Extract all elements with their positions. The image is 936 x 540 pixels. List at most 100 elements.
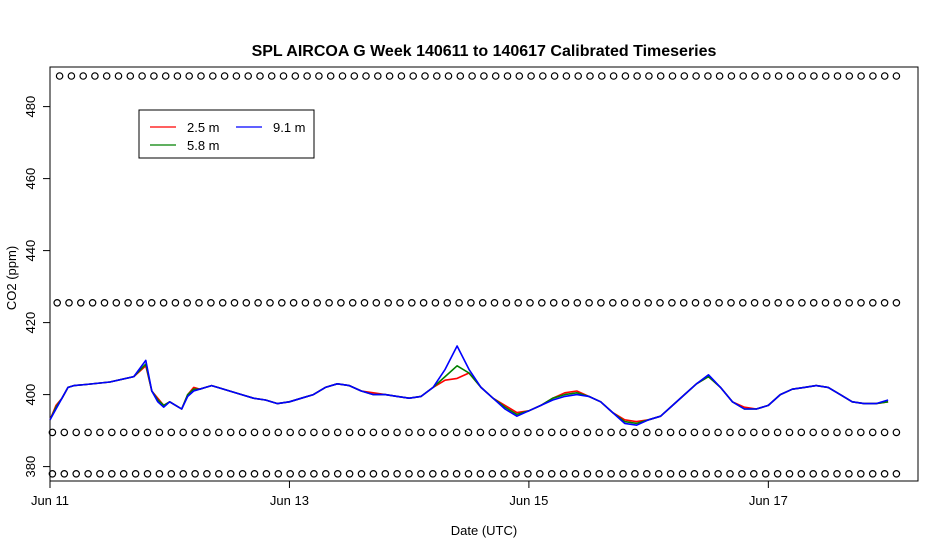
- marker-point: [150, 72, 158, 80]
- marker-point: [350, 72, 359, 80]
- marker-point: [892, 469, 901, 478]
- marker-point: [609, 72, 618, 80]
- marker-point: [597, 298, 605, 307]
- marker-point: [549, 298, 558, 307]
- marker-point: [232, 72, 241, 80]
- marker-point: [559, 428, 568, 437]
- marker-point: [586, 72, 594, 80]
- marker-point: [738, 298, 747, 307]
- marker-point: [348, 298, 357, 307]
- marker-point: [242, 298, 251, 307]
- marker-point: [114, 72, 123, 80]
- marker-point: [679, 298, 688, 307]
- marker-point: [526, 298, 534, 307]
- marker-point: [298, 428, 306, 437]
- marker-point: [440, 469, 449, 478]
- marker-point: [298, 469, 306, 478]
- marker-point: [786, 298, 794, 307]
- marker-point: [171, 298, 180, 307]
- marker-point: [512, 469, 520, 478]
- marker-point: [138, 72, 146, 80]
- marker-point: [690, 428, 699, 437]
- marker-point: [244, 72, 253, 80]
- marker-point: [96, 428, 104, 437]
- x-tick-label: Jun 17: [749, 493, 788, 508]
- marker-point: [762, 72, 771, 80]
- marker-point: [384, 298, 393, 307]
- y-axis-label: CO2 (ppm): [4, 246, 19, 310]
- marker-point: [179, 469, 188, 478]
- marker-point: [503, 72, 512, 80]
- marker-point: [291, 72, 300, 80]
- marker-point: [409, 72, 418, 80]
- marker-point: [631, 428, 639, 437]
- marker-point: [750, 298, 759, 307]
- series-lines: [49, 345, 889, 427]
- marker-point: [147, 298, 156, 307]
- marker-point: [385, 72, 394, 80]
- marker-point: [397, 72, 406, 80]
- marker-point: [809, 469, 818, 478]
- marker-point: [238, 428, 247, 437]
- marker-point: [254, 298, 262, 307]
- marker-point: [108, 469, 116, 478]
- y-tick-label: 480: [23, 96, 38, 118]
- marker-point: [869, 72, 877, 80]
- marker-point: [301, 298, 310, 307]
- marker-point: [226, 469, 235, 478]
- marker-point: [774, 298, 783, 307]
- marker-point: [315, 72, 323, 80]
- marker-point: [266, 298, 274, 307]
- marker-point: [666, 469, 675, 478]
- marker-point: [440, 428, 449, 437]
- marker-point: [547, 469, 556, 478]
- marker-point: [256, 72, 264, 80]
- marker-point: [456, 72, 465, 80]
- marker-point: [197, 72, 205, 80]
- marker-point: [727, 72, 736, 80]
- marker-point: [108, 428, 116, 437]
- marker-point: [490, 298, 499, 307]
- marker-point: [53, 298, 62, 307]
- marker-point: [467, 298, 475, 307]
- marker-point: [372, 298, 381, 307]
- marker-point: [179, 428, 188, 437]
- marker-point: [749, 469, 758, 478]
- marker-point: [715, 298, 723, 307]
- marker-point: [310, 469, 318, 478]
- marker-point: [491, 72, 500, 80]
- y-tick-label: 460: [23, 168, 38, 190]
- marker-point: [571, 428, 580, 437]
- legend: 2.5 m 5.8 m 9.1 m: [138, 109, 315, 159]
- marker-point: [48, 428, 57, 437]
- series-line-2: [49, 363, 889, 425]
- marker-point: [845, 469, 853, 478]
- marker-point: [480, 72, 488, 80]
- marker-point: [680, 72, 689, 80]
- marker-point: [215, 469, 223, 478]
- marker-point: [393, 428, 401, 437]
- marker-point: [892, 72, 901, 80]
- marker-point: [654, 428, 663, 437]
- marker-point: [345, 428, 354, 437]
- marker-point: [809, 428, 818, 437]
- marker-point: [464, 469, 473, 478]
- marker-point: [524, 469, 532, 478]
- marker-point: [119, 428, 128, 437]
- y-tick-label: 440: [23, 240, 38, 262]
- marker-point: [571, 469, 580, 478]
- marker-point: [892, 298, 901, 307]
- marker-point: [464, 428, 473, 437]
- marker-point: [476, 469, 485, 478]
- legend-label: 2.5 m: [187, 120, 220, 135]
- marker-point: [419, 298, 428, 307]
- marker-point: [797, 428, 806, 437]
- marker-point: [607, 469, 615, 478]
- marker-point: [691, 298, 700, 307]
- marker-point: [183, 298, 192, 307]
- marker-point: [715, 72, 724, 80]
- marker-point: [785, 428, 794, 437]
- marker-point: [417, 469, 425, 478]
- marker-point: [821, 469, 829, 478]
- marker-point: [84, 428, 92, 437]
